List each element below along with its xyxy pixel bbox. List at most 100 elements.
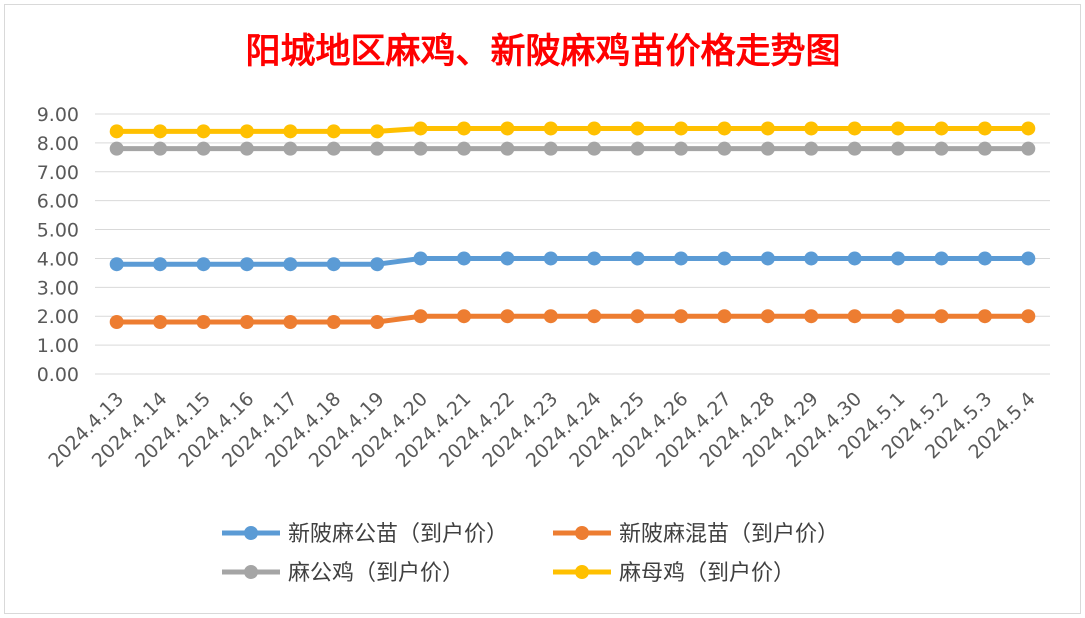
series-3 [109,121,1036,139]
data-point [674,251,689,266]
data-point [456,121,471,136]
data-point [717,121,732,136]
chart-title: 阳城地区麻鸡、新陂麻鸡苗价格走势图 [245,32,840,72]
data-point [153,257,168,272]
data-point [934,251,949,266]
gridlines [95,113,1050,375]
data-point [847,309,862,324]
data-point [934,141,949,156]
data-point [977,141,992,156]
chart-frame [4,4,1081,614]
data-point [153,141,168,156]
data-point [239,124,254,139]
legend-marker [244,565,258,579]
data-point [977,121,992,136]
y-tick-label: 1.00 [37,335,79,357]
data-point [153,124,168,139]
data-point [283,124,298,139]
legend-item: 麻母鸡（到户价） [553,561,795,586]
legend-item: 麻公鸡（到户价） [222,561,464,586]
series-group [109,121,1036,329]
data-point [326,141,341,156]
data-point [283,141,298,156]
data-point [587,141,602,156]
data-point [109,141,124,156]
data-point [196,141,211,156]
data-point [804,251,819,266]
data-point [543,251,558,266]
data-point [413,121,428,136]
legend-label: 新陂麻混苗（到户价） [619,522,839,547]
data-point [500,251,515,266]
data-point [109,124,124,139]
data-point [413,309,428,324]
y-tick-label: 4.00 [37,248,79,270]
data-point [674,309,689,324]
data-point [456,309,471,324]
data-point [804,309,819,324]
data-point [847,141,862,156]
legend-label: 麻公鸡（到户价） [288,561,464,586]
data-point [500,121,515,136]
data-point [934,309,949,324]
data-point [283,257,298,272]
data-point [891,251,906,266]
y-tick-label: 8.00 [37,133,79,155]
data-point [239,141,254,156]
data-point [717,141,732,156]
data-point [543,121,558,136]
series-line [114,255,1031,267]
data-point [760,121,775,136]
data-point [196,315,211,329]
data-point [934,121,949,136]
data-point [109,257,124,272]
legend: 新陂麻公苗（到户价） 新陂麻混苗（到户价） 麻公鸡（到户价） 麻母鸡（到户价） [222,522,839,586]
y-tick-label: 0.00 [37,364,79,386]
data-point [1021,141,1036,156]
legend-item: 新陂麻公苗（到户价） [222,522,508,547]
data-point [456,251,471,266]
data-point [717,251,732,266]
data-point [1021,309,1036,324]
data-point [587,251,602,266]
data-point [543,141,558,156]
y-tick-label: 6.00 [37,191,79,213]
data-point [326,315,341,329]
data-point [370,141,385,156]
data-point [587,309,602,324]
data-point [500,309,515,324]
legend-label: 麻母鸡（到户价） [619,561,795,586]
data-point [500,141,515,156]
data-point [804,121,819,136]
data-point [283,315,298,329]
data-point [456,141,471,156]
data-point [543,309,558,324]
y-tick-label: 3.00 [37,277,79,299]
data-point [847,121,862,136]
data-point [977,309,992,324]
y-tick-label: 2.00 [37,306,79,328]
series-line [114,125,1031,134]
data-point [630,121,645,136]
legend-marker [575,565,589,579]
data-point [413,251,428,266]
y-axis-ticks: 0.00 1.00 2.00 3.00 4.00 5.00 6.00 7.00 8.00 9.00 [37,104,79,386]
data-point [891,309,906,324]
data-point [674,121,689,136]
data-point [977,251,992,266]
series-0 [109,251,1036,272]
data-point [370,124,385,139]
data-point [804,141,819,156]
data-point [630,141,645,156]
data-point [326,124,341,139]
legend-marker [244,526,258,540]
data-point [370,315,385,329]
y-tick-label: 9.00 [37,104,79,126]
y-tick-label: 7.00 [37,162,79,184]
data-point [153,315,168,329]
data-point [760,251,775,266]
legend-marker [575,526,589,540]
legend-label: 新陂麻公苗（到户价） [288,522,508,547]
data-point [239,257,254,272]
x-axis-ticks: 2024.4.132024.4.142024.4.152024.4.162024… [44,388,1040,472]
